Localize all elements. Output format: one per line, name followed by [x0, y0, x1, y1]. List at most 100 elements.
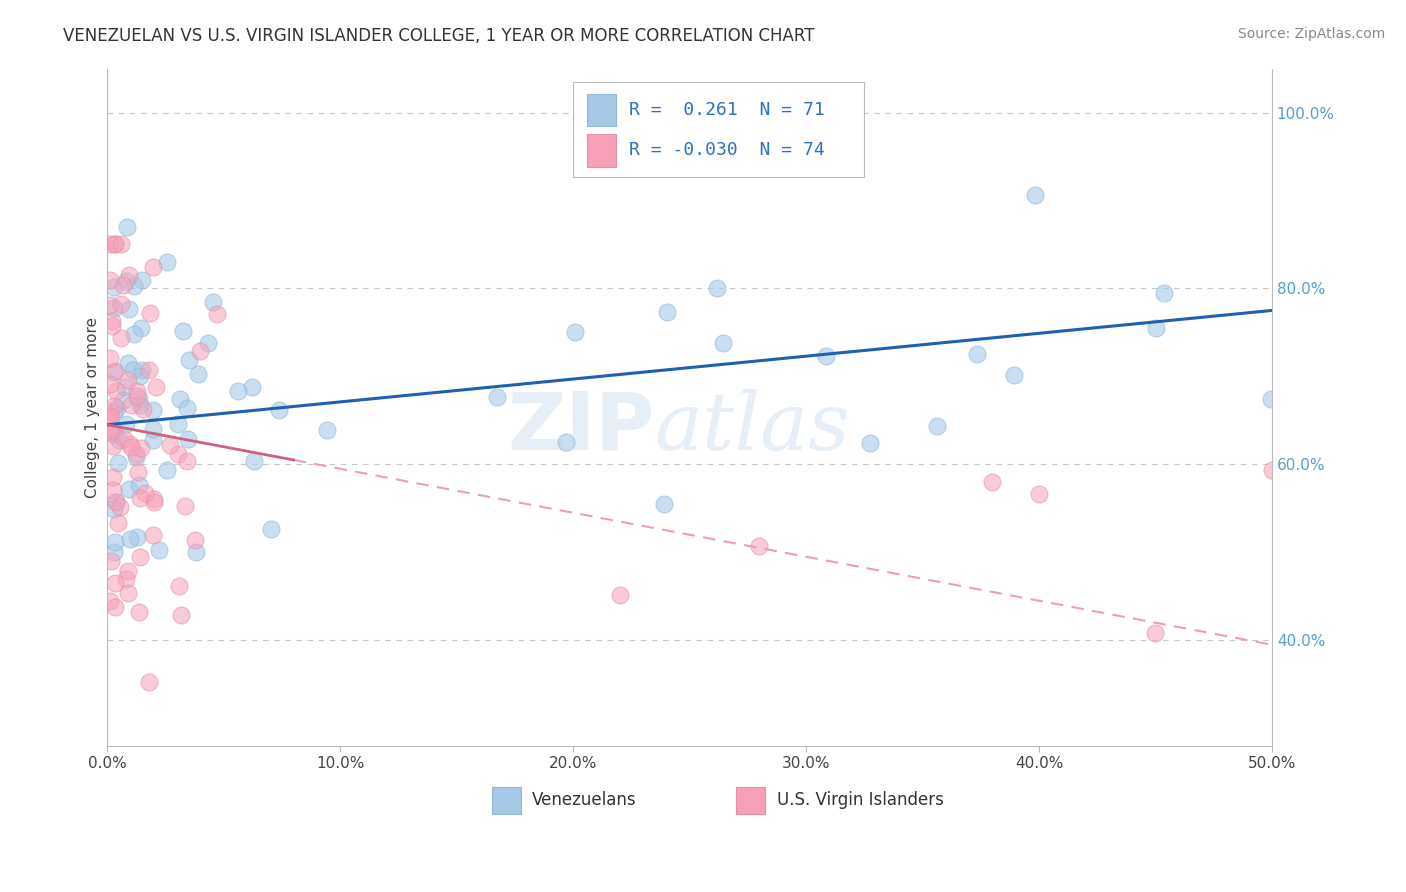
Point — [98, 404, 121, 418]
Point — [117, 586, 139, 600]
Point — [121, 362, 143, 376]
Point — [114, 274, 136, 288]
Point — [110, 330, 132, 344]
Point — [1260, 392, 1282, 406]
Point — [128, 478, 150, 492]
Point — [486, 390, 509, 404]
Point — [129, 398, 152, 412]
Point — [159, 437, 181, 451]
Point — [118, 268, 141, 283]
Bar — [492, 787, 520, 814]
Point — [103, 400, 125, 414]
Point — [188, 344, 211, 359]
Point — [98, 237, 121, 252]
Point — [104, 495, 127, 509]
Point — [170, 607, 193, 622]
Point — [101, 470, 124, 484]
Point — [125, 384, 148, 398]
Point — [131, 321, 153, 335]
Point — [103, 422, 125, 436]
Point — [120, 398, 142, 412]
Point — [139, 306, 162, 320]
Point — [1024, 188, 1046, 202]
Point — [129, 368, 152, 383]
Point — [564, 325, 586, 339]
Point — [131, 363, 153, 377]
Point — [117, 373, 139, 387]
Point — [129, 549, 152, 564]
Point — [118, 301, 141, 316]
Point — [166, 446, 188, 460]
Point — [117, 220, 139, 235]
Point — [201, 294, 224, 309]
Point — [654, 497, 676, 511]
Point — [98, 273, 121, 287]
Point — [107, 433, 129, 447]
Point — [110, 297, 132, 311]
Point — [104, 534, 127, 549]
Point — [228, 384, 250, 398]
Point — [148, 543, 170, 558]
Point — [98, 376, 121, 391]
Point — [103, 426, 125, 441]
Point — [167, 417, 190, 431]
Point — [128, 606, 150, 620]
Point — [127, 466, 149, 480]
Text: VENEZUELAN VS U.S. VIRGIN ISLANDER COLLEGE, 1 YEAR OR MORE CORRELATION CHART: VENEZUELAN VS U.S. VIRGIN ISLANDER COLLE… — [63, 27, 814, 45]
Point — [120, 533, 142, 547]
Point — [156, 463, 179, 477]
Point — [176, 401, 198, 416]
Point — [103, 545, 125, 559]
Point — [100, 554, 122, 568]
Point — [107, 456, 129, 470]
Point — [103, 365, 125, 379]
Point — [128, 491, 150, 505]
Point — [112, 393, 135, 408]
Point — [815, 350, 838, 364]
Point — [186, 545, 208, 559]
Text: Venezuelans: Venezuelans — [533, 791, 637, 809]
Point — [156, 255, 179, 269]
Point — [240, 380, 263, 394]
Point — [966, 347, 988, 361]
Point — [655, 304, 678, 318]
Point — [101, 318, 124, 333]
Point — [134, 486, 156, 500]
Point — [1144, 625, 1167, 640]
Point — [117, 356, 139, 370]
Text: R = -0.030  N = 74: R = -0.030 N = 74 — [628, 142, 825, 160]
Point — [184, 533, 207, 548]
Point — [104, 495, 127, 509]
Text: atlas: atlas — [655, 389, 851, 467]
Point — [108, 500, 131, 514]
Point — [858, 435, 880, 450]
Point — [142, 403, 165, 417]
Text: ZIP: ZIP — [508, 389, 655, 467]
Point — [107, 516, 129, 530]
Point — [207, 307, 229, 321]
Point — [115, 417, 138, 431]
Point — [177, 432, 200, 446]
Point — [127, 388, 149, 402]
Point — [98, 297, 121, 311]
Point — [118, 437, 141, 451]
Point — [706, 281, 728, 295]
Point — [104, 364, 127, 378]
Point — [260, 522, 283, 536]
Point — [103, 501, 125, 516]
Point — [129, 441, 152, 455]
Point — [103, 483, 125, 497]
Text: U.S. Virgin Islanders: U.S. Virgin Islanders — [778, 791, 943, 809]
Point — [117, 564, 139, 578]
Point — [142, 528, 165, 542]
Point — [105, 384, 128, 399]
Point — [101, 314, 124, 328]
Point — [981, 475, 1004, 489]
Point — [98, 351, 121, 365]
Point — [131, 273, 153, 287]
Point — [118, 482, 141, 496]
Text: Source: ZipAtlas.com: Source: ZipAtlas.com — [1237, 27, 1385, 41]
Y-axis label: College, 1 year or more: College, 1 year or more — [86, 317, 100, 498]
Point — [100, 424, 122, 438]
Point — [125, 447, 148, 461]
